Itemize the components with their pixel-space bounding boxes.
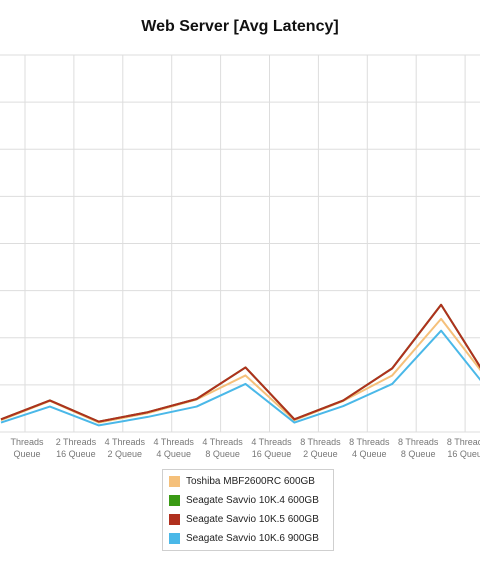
legend-swatch xyxy=(169,476,180,487)
legend-item: Seagate Savvio 10K.5 600GB xyxy=(163,510,333,529)
x-tick-label: 4 Threads 16 Queue xyxy=(251,437,292,459)
x-tick-label: 4 Threads 2 Queue xyxy=(105,437,146,459)
series-line-3 xyxy=(0,303,480,423)
x-tick-label: 4 Threads 4 Queue xyxy=(154,437,195,459)
chart-series xyxy=(0,303,480,427)
legend-label: Seagate Savvio 10K.4 600GB xyxy=(186,495,319,506)
legend-label: Seagate Savvio 10K.6 900GB xyxy=(186,533,319,544)
x-tick-label: 4 Threads 8 Queue xyxy=(202,437,243,459)
legend-swatch xyxy=(169,533,180,544)
x-axis-ticks: Threads Queue 2 Threads 16 Queue 4 Threads 2 … xyxy=(10,437,480,459)
legend-label: Toshiba MBF2600RC 600GB xyxy=(186,476,315,487)
legend-item: Toshiba MBF2600RC 600GB xyxy=(163,472,333,491)
series-line-4 xyxy=(0,329,480,427)
line-chart: Threads Queue 2 Threads 16 Queue 4 Threads 2 … xyxy=(0,54,480,459)
x-tick-label: 8 Threads 4 Queue xyxy=(349,437,390,459)
series-line-2 xyxy=(0,303,480,423)
chart-grid xyxy=(0,54,480,433)
x-tick-label: Threads Queue xyxy=(10,437,44,459)
x-tick-label: 8 Threads 2 Queue xyxy=(300,437,341,459)
legend-swatch xyxy=(169,495,180,506)
chart-legend: Toshiba MBF2600RC 600GB Seagate Savvio 10… xyxy=(162,469,334,551)
legend-item: Seagate Savvio 10K.6 900GB xyxy=(163,529,333,548)
chart-title: Web Server [Avg Latency] xyxy=(141,18,339,35)
legend-item: Seagate Savvio 10K.4 600GB xyxy=(163,491,333,510)
x-tick-label: 2 Threads 16 Queue xyxy=(56,437,97,459)
x-tick-label: 8 Threads 8 Queue xyxy=(398,437,439,459)
legend-label: Seagate Savvio 10K.5 600GB xyxy=(186,514,319,525)
legend-swatch xyxy=(169,514,180,525)
